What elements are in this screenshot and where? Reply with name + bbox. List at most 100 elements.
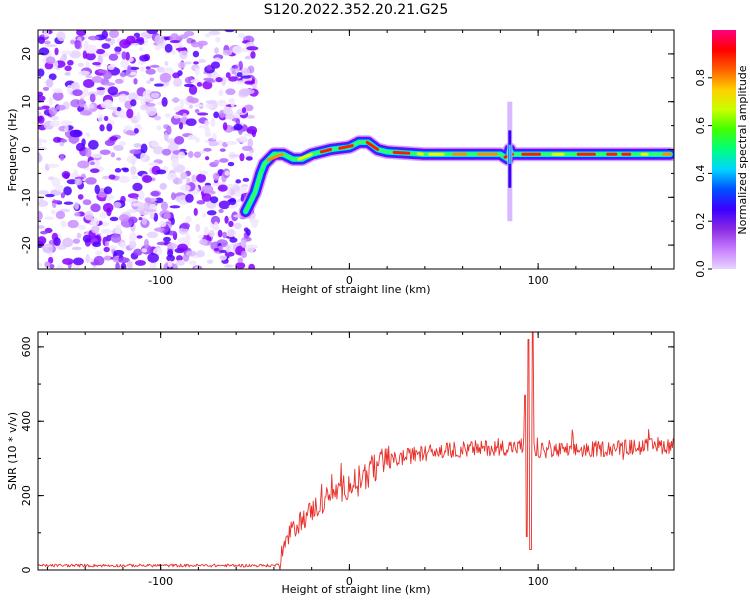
noise-blob	[246, 46, 259, 51]
noise-blob	[247, 138, 254, 148]
noise-blob	[235, 118, 241, 126]
noise-blob	[125, 130, 135, 136]
ridge-peak-segment	[297, 152, 313, 161]
noise-blob	[74, 178, 83, 186]
noise-blob	[128, 92, 138, 102]
noise-blob	[70, 82, 78, 90]
noise-blob	[183, 61, 192, 65]
noise-blob	[159, 72, 172, 83]
noise-blob	[133, 78, 138, 85]
noise-blob	[133, 248, 143, 256]
noise-blob	[145, 103, 156, 107]
noise-blob	[185, 233, 191, 242]
noise-blob	[196, 81, 203, 87]
noise-blob	[64, 124, 69, 133]
noise-blob	[38, 225, 45, 229]
noise-blob	[147, 252, 159, 263]
noise-blob	[241, 107, 247, 114]
noise-blob	[69, 129, 82, 138]
noise-blob	[191, 174, 198, 183]
noise-blob	[118, 141, 127, 146]
noise-blob	[193, 151, 202, 158]
noise-blob	[130, 165, 137, 176]
noise-blob	[153, 146, 164, 155]
noise-blob	[62, 237, 74, 248]
noise-blob	[130, 99, 137, 107]
noise-blob	[45, 193, 55, 198]
noise-blob	[60, 220, 67, 228]
noise-blob	[42, 244, 53, 248]
noise-blob	[45, 56, 56, 65]
noise-blob	[201, 185, 214, 194]
noise-blob	[228, 220, 234, 228]
noise-blob	[38, 152, 42, 163]
noise-blob	[246, 244, 255, 253]
noise-blob	[153, 83, 164, 87]
noise-blob	[134, 259, 146, 266]
noise-blob	[63, 201, 74, 205]
noise-blob	[54, 47, 59, 56]
noise-blob	[242, 88, 255, 95]
noise-blob	[237, 32, 246, 39]
noise-blob	[186, 177, 191, 184]
noise-blob	[72, 257, 84, 266]
noise-blob	[94, 184, 100, 195]
noise-blob	[227, 229, 235, 237]
noise-blob	[120, 262, 127, 269]
noise-blob	[38, 95, 46, 102]
noise-blob	[139, 54, 149, 62]
spectrogram-y-tick-label: -10	[20, 188, 33, 206]
noise-blob	[224, 251, 235, 257]
noise-blob	[144, 238, 149, 249]
noise-blob	[149, 262, 157, 269]
noise-blob	[216, 101, 227, 107]
noise-blob	[203, 147, 212, 152]
noise-blob	[90, 217, 100, 227]
noise-blob	[50, 209, 57, 215]
noise-blob	[213, 247, 220, 252]
noise-blob	[169, 40, 181, 44]
noise-blob	[224, 215, 229, 224]
noise-blob	[48, 256, 54, 264]
noise-blob	[194, 67, 200, 76]
snr-x-tick-label: 100	[528, 575, 549, 588]
noise-blob	[131, 202, 140, 207]
noise-blob	[139, 47, 144, 52]
noise-blob	[70, 39, 75, 45]
colorbar-ticks: 0.0 0.2 0.4 0.6 0.8	[694, 69, 712, 278]
noise-blob	[182, 253, 190, 262]
noise-blob	[101, 43, 111, 49]
ridge-layer	[238, 101, 674, 222]
noise-blob	[185, 215, 192, 223]
noise-blob	[118, 93, 128, 103]
noise-blob	[172, 72, 181, 79]
noise-blob	[140, 143, 148, 154]
ridge-peak-segment	[338, 144, 354, 150]
noise-blob	[115, 262, 120, 269]
noise-blob	[162, 81, 170, 86]
noise-blob	[131, 175, 139, 180]
snr-x-tick-label: 0	[346, 575, 353, 588]
noise-blob	[76, 232, 82, 239]
noise-blob	[109, 216, 119, 222]
noise-blob	[231, 64, 239, 69]
noise-blob	[227, 161, 235, 167]
noise-blob	[136, 235, 143, 239]
noise-blob	[146, 30, 159, 35]
noise-blob	[118, 114, 129, 119]
noise-blob	[126, 198, 138, 203]
noise-blob	[224, 264, 234, 268]
noise-blob	[205, 100, 217, 104]
noise-blob	[91, 75, 103, 83]
noise-blob	[160, 201, 168, 211]
noise-blob	[118, 214, 130, 222]
noise-blob	[204, 32, 212, 38]
spectrogram-y-label: Frequency (Hz)	[6, 109, 19, 192]
noise-blob	[242, 185, 248, 193]
noise-blob	[141, 217, 148, 225]
noise-blob	[156, 169, 167, 175]
noise-blob	[201, 212, 207, 218]
noise-blob	[64, 72, 71, 76]
noise-blob	[67, 219, 79, 229]
noise-blob	[55, 210, 66, 220]
